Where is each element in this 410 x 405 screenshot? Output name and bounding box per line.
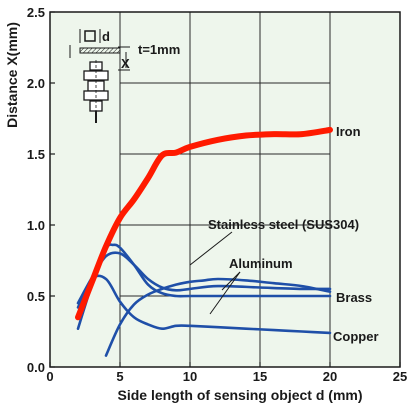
x-tick-label: 5 xyxy=(116,369,123,384)
x-tick-label: 25 xyxy=(393,369,407,384)
x-tick-label: 20 xyxy=(323,369,337,384)
y-tick-label: 2.0 xyxy=(27,76,45,91)
x-tick-label: 10 xyxy=(183,369,197,384)
series-label-aluminum: Aluminum xyxy=(229,256,293,271)
y-tick-label: 1.5 xyxy=(27,147,45,162)
y-tick-label: 0.5 xyxy=(27,289,45,304)
tick-labels: 0 5 10 15 20 25 0.0 0.5 1.0 1.5 2.0 2.5 xyxy=(27,5,407,384)
grid-lines xyxy=(119,12,331,367)
leader-aluminum-1 xyxy=(221,271,241,291)
target-square-icon xyxy=(84,30,96,42)
x-tick-label: 0 xyxy=(46,369,53,384)
series-label-brass: Brass xyxy=(336,290,372,305)
series-label-stainless-steel: Stainless steel (SUS304) xyxy=(208,217,359,232)
inset-label-d: d xyxy=(102,29,110,44)
plot-frame xyxy=(49,11,401,368)
series-curves xyxy=(75,126,333,357)
series-line-stainless-steel-sus304 xyxy=(76,251,332,305)
series-line-iron xyxy=(75,126,333,321)
y-tick-label: 2.5 xyxy=(27,5,45,20)
x-axis-title: Side length of sensing object d (mm) xyxy=(117,387,362,403)
leader-aluminum-2 xyxy=(209,271,241,315)
inset-label-thickness: t=1mm xyxy=(138,42,180,57)
y-tick-label: 1.0 xyxy=(27,218,45,233)
series-line-copper xyxy=(76,274,332,335)
x-tick-label: 15 xyxy=(253,369,267,384)
y-axis-title: Distance X(mm) xyxy=(4,22,20,128)
series-label-iron: Iron xyxy=(336,124,361,139)
leader-stainless xyxy=(189,231,233,266)
inset-label-x: X xyxy=(121,56,130,71)
annotation-leader-lines xyxy=(189,231,241,315)
sensor-setup-sketch: d X t=1mm xyxy=(69,29,180,123)
series-label-copper: Copper xyxy=(333,329,379,344)
series-line-aluminum xyxy=(104,277,332,357)
target-plate-icon xyxy=(79,47,121,54)
y-tick-label: 0.0 xyxy=(27,360,45,375)
axes xyxy=(49,11,401,368)
